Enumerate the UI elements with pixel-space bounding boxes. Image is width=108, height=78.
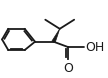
Text: O: O <box>63 62 73 75</box>
Polygon shape <box>52 29 60 42</box>
Text: OH: OH <box>85 40 105 54</box>
